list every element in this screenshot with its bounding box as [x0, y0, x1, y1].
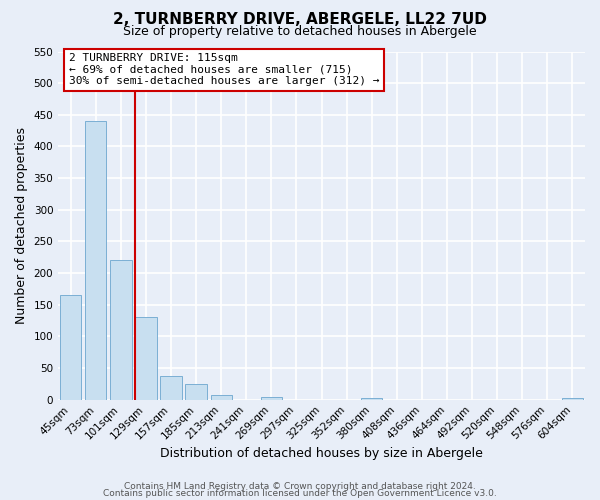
Bar	[185, 384, 207, 400]
Bar	[160, 376, 182, 400]
Bar	[261, 396, 282, 400]
Bar	[211, 394, 232, 400]
Bar	[60, 296, 82, 400]
Bar	[136, 318, 157, 400]
Text: Contains HM Land Registry data © Crown copyright and database right 2024.: Contains HM Land Registry data © Crown c…	[124, 482, 476, 491]
Bar	[361, 398, 382, 400]
Y-axis label: Number of detached properties: Number of detached properties	[15, 127, 28, 324]
Bar	[562, 398, 583, 400]
Bar	[85, 121, 106, 400]
X-axis label: Distribution of detached houses by size in Abergele: Distribution of detached houses by size …	[160, 447, 483, 460]
Text: Size of property relative to detached houses in Abergele: Size of property relative to detached ho…	[123, 25, 477, 38]
Text: Contains public sector information licensed under the Open Government Licence v3: Contains public sector information licen…	[103, 488, 497, 498]
Bar	[110, 260, 131, 400]
Text: 2 TURNBERRY DRIVE: 115sqm
← 69% of detached houses are smaller (715)
30% of semi: 2 TURNBERRY DRIVE: 115sqm ← 69% of detac…	[69, 53, 379, 86]
Text: 2, TURNBERRY DRIVE, ABERGELE, LL22 7UD: 2, TURNBERRY DRIVE, ABERGELE, LL22 7UD	[113, 12, 487, 28]
